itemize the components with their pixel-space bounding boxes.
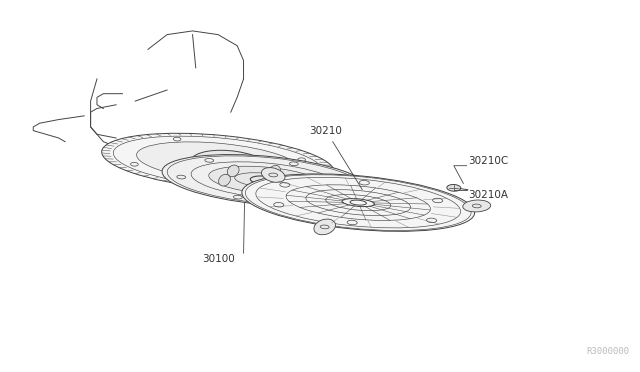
Ellipse shape: [262, 168, 285, 182]
Text: 30100: 30100: [202, 254, 235, 264]
Ellipse shape: [242, 174, 475, 231]
Ellipse shape: [227, 165, 239, 177]
Ellipse shape: [219, 174, 230, 186]
Text: R3000000: R3000000: [586, 347, 629, 356]
Ellipse shape: [191, 150, 271, 181]
Ellipse shape: [209, 166, 323, 195]
Ellipse shape: [463, 200, 491, 212]
Ellipse shape: [269, 165, 280, 177]
Ellipse shape: [136, 142, 300, 182]
Ellipse shape: [301, 175, 313, 187]
Ellipse shape: [102, 133, 335, 191]
Text: 30210C: 30210C: [468, 156, 509, 166]
Ellipse shape: [314, 219, 335, 235]
Ellipse shape: [252, 184, 263, 196]
Ellipse shape: [447, 185, 461, 191]
Text: 30210: 30210: [309, 126, 342, 136]
Ellipse shape: [292, 184, 305, 196]
Text: 30210A: 30210A: [468, 190, 508, 200]
Ellipse shape: [162, 155, 370, 206]
